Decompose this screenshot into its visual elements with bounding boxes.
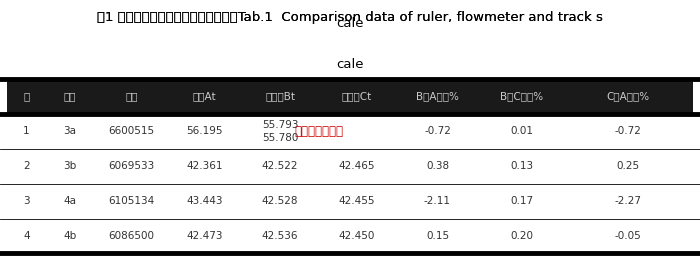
Text: -2.11: -2.11 (424, 196, 451, 206)
Text: 0.17: 0.17 (510, 196, 533, 206)
Bar (7, 79, 693, 114)
Text: -0.72: -0.72 (615, 126, 642, 136)
Text: 4: 4 (23, 231, 29, 241)
Text: 3a: 3a (64, 126, 76, 136)
Text: 流量计Bt: 流量计Bt (265, 92, 295, 102)
Text: 检尺At: 检尺At (193, 92, 216, 102)
Text: 55.780: 55.780 (262, 133, 298, 143)
Text: 江苏华云流量计: 江苏华云流量计 (294, 125, 343, 138)
Text: -0.72: -0.72 (424, 126, 451, 136)
Text: cale: cale (336, 58, 364, 71)
Text: 43.443: 43.443 (186, 196, 223, 206)
Text: 42.536: 42.536 (262, 231, 298, 241)
Text: 6600515: 6600515 (108, 126, 154, 136)
Text: 42.522: 42.522 (262, 161, 298, 171)
Text: -0.05: -0.05 (615, 231, 642, 241)
Bar (7, 184, 693, 219)
Text: 3: 3 (23, 196, 29, 206)
Text: 3b: 3b (64, 161, 76, 171)
Text: 42.473: 42.473 (186, 231, 223, 241)
Text: B比A差率%: B比A差率% (416, 92, 459, 102)
Text: 2: 2 (23, 161, 29, 171)
Text: 56.195: 56.195 (186, 126, 223, 136)
Text: 车号: 车号 (125, 92, 137, 102)
Text: C比A差率%: C比A差率% (607, 92, 650, 102)
Text: 数位: 数位 (64, 92, 76, 102)
Text: 0.25: 0.25 (617, 161, 640, 171)
Text: 表1 检尺、流量计、轨道衡的比对数据Tab.1  Comparison data of ruler, flowmeter and track s: 表1 检尺、流量计、轨道衡的比对数据Tab.1 Comparison data … (97, 11, 603, 23)
Text: 0.38: 0.38 (426, 161, 449, 171)
Text: B比C差率%: B比C差率% (500, 92, 543, 102)
Bar (7, 114, 693, 149)
Text: 42.465: 42.465 (339, 161, 375, 171)
Text: 42.455: 42.455 (339, 196, 375, 206)
Text: cale: cale (336, 17, 364, 30)
Text: 42.450: 42.450 (339, 231, 375, 241)
Text: 表1 检尺、流量计、轨道衡的比对数据Tab.1  Comparison data of ruler, flowmeter and track s: 表1 检尺、流量计、轨道衡的比对数据Tab.1 Comparison data … (97, 11, 603, 23)
Text: 1: 1 (23, 126, 29, 136)
Text: 6086500: 6086500 (108, 231, 154, 241)
Text: -2.27: -2.27 (615, 196, 642, 206)
Text: 序: 序 (23, 92, 29, 102)
Text: 0.15: 0.15 (426, 231, 449, 241)
Text: 0.01: 0.01 (510, 126, 533, 136)
Text: 6105134: 6105134 (108, 196, 155, 206)
Text: 4b: 4b (64, 231, 76, 241)
Text: 轨道衡Ct: 轨道衡Ct (342, 92, 372, 102)
Text: 42.528: 42.528 (262, 196, 298, 206)
Text: 0.20: 0.20 (510, 231, 533, 241)
Text: 6069533: 6069533 (108, 161, 155, 171)
Bar (7, 149, 693, 184)
Text: 42.361: 42.361 (186, 161, 223, 171)
Text: 4a: 4a (64, 196, 76, 206)
Text: 55.793: 55.793 (262, 120, 298, 130)
Bar (7, 219, 693, 253)
Text: 0.13: 0.13 (510, 161, 533, 171)
